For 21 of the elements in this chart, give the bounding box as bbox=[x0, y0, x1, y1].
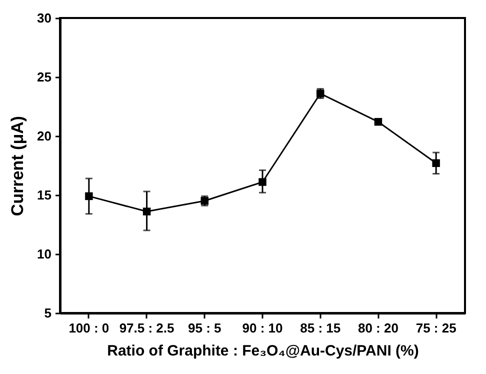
point bbox=[200, 197, 209, 205]
x-axis-title: Ratio of Graphite : Fe₃O₄@Au-Cys/PANI (%) bbox=[107, 342, 419, 360]
x-tick-label: 100 : 0 bbox=[68, 320, 110, 336]
x-tick-label: 90 : 10 bbox=[242, 320, 283, 336]
y-tick-label: 5 bbox=[44, 306, 52, 320]
y-tick-label: 25 bbox=[37, 70, 52, 84]
y-tick-label: 10 bbox=[37, 246, 52, 262]
x-tick-label: 75 : 25 bbox=[416, 320, 456, 336]
point bbox=[432, 159, 440, 168]
x-tick-label: 95 : 5 bbox=[188, 320, 222, 336]
point bbox=[142, 208, 151, 216]
y-axis-title: Current (μA) bbox=[8, 116, 28, 216]
x-tick-label: 80 : 20 bbox=[358, 320, 398, 336]
point bbox=[258, 178, 266, 186]
y-tick-label: 15 bbox=[37, 188, 52, 202]
y-tick-label: 30 bbox=[37, 10, 52, 26]
y-tick-label: 20 bbox=[37, 128, 52, 144]
x-tick-label: 97.5 : 2.5 bbox=[119, 320, 174, 336]
point bbox=[374, 118, 382, 126]
x-tick-label: 85 : 15 bbox=[300, 320, 341, 336]
point bbox=[85, 192, 93, 200]
